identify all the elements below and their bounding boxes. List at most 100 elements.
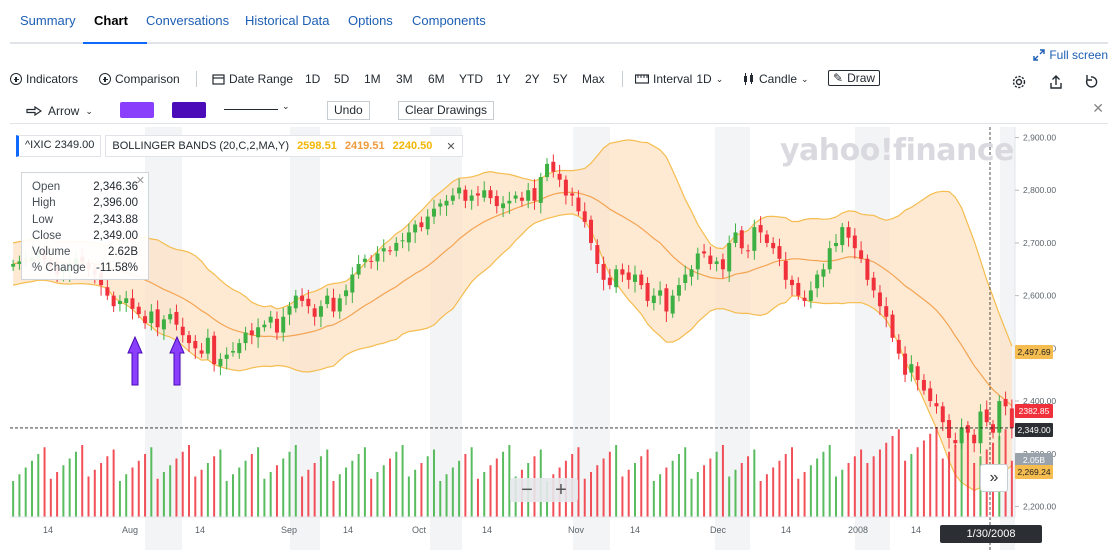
comparison-label: Comparison [115, 72, 180, 86]
range-1y[interactable]: 1Y [496, 72, 511, 86]
candle-body [532, 188, 537, 201]
tooltip-row: Low 2,343.88 [32, 213, 138, 226]
x-tick-label: Nov [568, 525, 585, 535]
chart-type-label: Candle [759, 72, 798, 86]
volume-bar [489, 465, 492, 517]
range-5d[interactable]: 5D [334, 72, 350, 86]
y-tick-label: 2,800.00 [1023, 185, 1056, 195]
reset-icon[interactable] [1083, 74, 1099, 90]
candle-body [362, 258, 367, 262]
volume-bar [721, 445, 724, 517]
candle-body [852, 235, 857, 249]
volume-bar [878, 449, 881, 517]
draw-tool-select[interactable]: Arrow ⌄ [26, 104, 93, 118]
range-3m[interactable]: 3M [396, 72, 413, 86]
candle-body [771, 242, 776, 249]
candle-body [136, 306, 141, 315]
range-max[interactable]: Max [582, 72, 605, 86]
line-style-select[interactable]: ⌄ [224, 101, 290, 117]
volume-bar [834, 476, 837, 517]
y-tick-label: 2,900.00 [1023, 133, 1056, 143]
bollinger-legend[interactable]: BOLLINGER BANDS (20,C,2,MA,Y) 2598.51 24… [105, 135, 463, 157]
tooltip-row: High 2,396.00 [32, 197, 138, 210]
scroll-to-latest-button[interactable]: » [980, 464, 1008, 492]
zoom-out-button[interactable]: − [521, 478, 533, 501]
candle-body [1009, 408, 1014, 428]
volume-bar [363, 447, 366, 517]
volume-bar [156, 478, 159, 517]
range-ytd[interactable]: YTD [459, 72, 483, 86]
candle-body [444, 200, 449, 206]
comparison-button[interactable]: Comparison [99, 72, 180, 86]
undo-button[interactable]: Undo [327, 101, 370, 120]
volume-bar [596, 465, 599, 517]
indicator-name: BOLLINGER BANDS (20,C,2,MA,Y) [112, 140, 290, 152]
active-tab-indicator [83, 42, 147, 44]
volume-bar [345, 467, 348, 517]
indicators-button[interactable]: Indicators [10, 72, 78, 86]
range-6m[interactable]: 6M [428, 72, 445, 86]
close-drawing-toolbar-icon[interactable]: ✕ [1092, 100, 1104, 116]
zoom-in-button[interactable]: + [555, 478, 567, 501]
volume-bar [338, 474, 341, 517]
candle-body [318, 306, 323, 317]
tab-historical-data[interactable]: Historical Data [245, 13, 330, 28]
tab-components[interactable]: Components [412, 13, 486, 28]
tab-options[interactable]: Options [348, 13, 393, 28]
candle-body [758, 225, 763, 233]
volume-bar [891, 436, 894, 517]
remove-indicator-icon[interactable]: ✕ [446, 140, 456, 153]
range-2y[interactable]: 2Y [525, 72, 540, 86]
share-icon[interactable] [1048, 74, 1064, 90]
tab-chart[interactable]: Chart [94, 13, 128, 28]
range-5y[interactable]: 5Y [553, 72, 568, 86]
date-range-button[interactable]: Date Range [212, 72, 293, 86]
candle-body [595, 245, 600, 265]
volume-bar [150, 447, 153, 517]
crosshair-price-tag: 2,349.00 [1015, 423, 1053, 437]
clear-drawings-button[interactable]: Clear Drawings [398, 101, 495, 120]
volume-bar [313, 463, 316, 517]
candle-body [494, 196, 499, 207]
indicators-label: Indicators [26, 72, 79, 86]
symbol-legend[interactable]: ^IXIC 2349.00 [16, 135, 102, 157]
candle-body [224, 354, 229, 359]
tab-summary[interactable]: Summary [20, 13, 76, 28]
range-1m[interactable]: 1M [364, 72, 381, 86]
volume-bar [43, 447, 46, 517]
candle-body [783, 260, 788, 280]
range-1d[interactable]: 1D [305, 72, 321, 86]
fill-color-swatch[interactable] [120, 102, 154, 118]
y-tick-label: 2,700.00 [1023, 238, 1056, 248]
tab-conversations[interactable]: Conversations [146, 13, 230, 28]
volume-bar [929, 433, 932, 517]
middle-band-line [12, 191, 1013, 407]
calendar-icon [212, 74, 225, 85]
volume-bar [389, 458, 392, 517]
interval-select[interactable]: Interval 1D ⌄ [635, 72, 723, 86]
candle-body [689, 269, 694, 277]
volume-bar [162, 472, 165, 517]
volume-bar [897, 429, 900, 517]
candle-body [727, 242, 732, 272]
price-chart[interactable]: 2,900.002,800.002,700.002,600.002,500.00… [10, 127, 1108, 550]
draw-button[interactable]: ✎ Draw [828, 70, 881, 86]
candle-body [406, 232, 411, 243]
volume-bar [414, 469, 417, 517]
volume-bar [263, 478, 266, 517]
candle-body [972, 434, 977, 444]
chart-type-select[interactable]: Candle ⌄ [743, 72, 809, 86]
close-tooltip-icon[interactable]: ✕ [135, 175, 145, 187]
volume-bar [922, 440, 925, 517]
volume-bar [476, 478, 479, 517]
candle-body [325, 295, 330, 305]
candle-body [708, 255, 713, 265]
gear-icon[interactable] [1011, 74, 1027, 90]
candle-body [507, 200, 512, 204]
candle-body [249, 330, 254, 336]
candle-body [997, 401, 1002, 433]
line-color-swatch[interactable] [172, 102, 206, 118]
full-screen-button[interactable]: Full screen [1033, 48, 1108, 62]
volume-bar [12, 481, 15, 517]
chevron-down-icon: ⌄ [801, 73, 809, 84]
